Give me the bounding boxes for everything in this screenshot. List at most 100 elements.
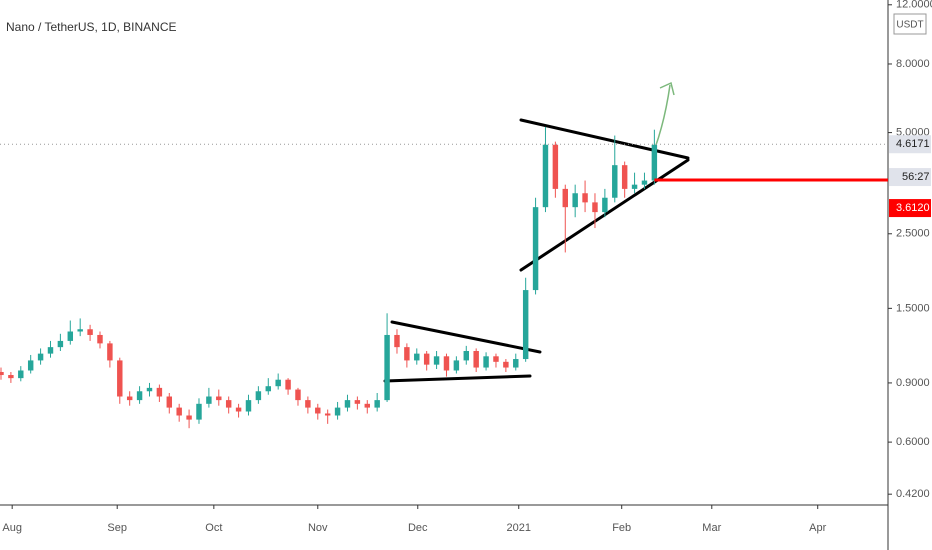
- candle-body: [97, 334, 103, 344]
- candle-body: [216, 396, 222, 401]
- candles: [0, 126, 658, 429]
- candle-body: [117, 360, 123, 397]
- candle-body: [295, 389, 301, 401]
- candle-body: [572, 193, 578, 208]
- candle-body: [612, 165, 618, 198]
- candle-body: [423, 353, 430, 365]
- y-tick-label: 0.9000: [896, 377, 930, 389]
- y-tick-label: 12.0000: [896, 0, 932, 11]
- countdown-box: [889, 168, 931, 187]
- candle-body: [374, 400, 380, 408]
- y-tick-label: 2.5000: [896, 228, 930, 240]
- candle-body: [513, 359, 519, 368]
- candle-body: [384, 334, 390, 401]
- candle-body: [315, 407, 321, 414]
- candle-body: [542, 144, 549, 208]
- candle-body: [503, 361, 509, 368]
- candle-body: [196, 403, 202, 420]
- candle-body: [602, 197, 608, 213]
- candle-body: [77, 329, 83, 332]
- candle-body: [582, 193, 588, 203]
- candle-body: [235, 407, 242, 412]
- candle-body: [532, 207, 539, 291]
- hline-price-label: 3.6120: [896, 202, 930, 214]
- candle-body: [37, 353, 44, 361]
- candle-body: [186, 415, 192, 420]
- candle-body: [47, 347, 54, 354]
- x-tick-label: 2021: [507, 522, 531, 534]
- candle-body: [107, 343, 113, 361]
- candle-body: [453, 360, 460, 371]
- candle-body: [146, 387, 153, 392]
- last-price-box: [889, 135, 931, 154]
- candle-body: [27, 360, 34, 371]
- candle-body: [87, 329, 93, 335]
- candle-body: [483, 356, 489, 368]
- candle-body: [324, 413, 331, 416]
- candle-body: [433, 356, 440, 365]
- candle-body: [562, 188, 568, 208]
- countdown: 56:27: [902, 171, 930, 183]
- chart-title: Nano / TetherUS, 1D, BINANCE: [6, 20, 177, 34]
- candle-body: [285, 379, 291, 390]
- candle-body: [245, 400, 252, 412]
- x-tick-label: Feb: [612, 522, 631, 534]
- currency-label: USDT: [896, 20, 923, 31]
- arrow-shaft: [654, 84, 671, 149]
- trend-line: [519, 118, 690, 160]
- candle-body: [631, 184, 638, 189]
- candle-body: [206, 396, 212, 404]
- candle-body: [641, 180, 648, 185]
- candle-body: [67, 331, 74, 341]
- x-tick-label: Mar: [702, 522, 721, 534]
- candle-body: [0, 371, 4, 376]
- x-tick-label: Dec: [408, 522, 428, 534]
- candle-body: [443, 356, 450, 371]
- candle-body: [394, 334, 400, 348]
- candle-body: [166, 396, 173, 408]
- candle-body: [265, 386, 272, 392]
- candle-body: [552, 144, 559, 189]
- x-tick-label: Apr: [809, 522, 826, 534]
- candle-body: [463, 350, 469, 361]
- candle-body: [334, 407, 341, 416]
- trend-line: [390, 320, 542, 354]
- trend-line: [383, 374, 532, 383]
- candle-body: [354, 400, 361, 404]
- candle-body: [275, 379, 281, 387]
- x-tick-label: Oct: [205, 522, 222, 534]
- x-tick-label: Nov: [308, 522, 328, 534]
- candle-body: [8, 375, 14, 379]
- candle-body: [344, 400, 351, 408]
- currency-box: [893, 13, 927, 35]
- candle-body: [364, 403, 370, 408]
- arrow: [654, 81, 675, 149]
- candle-body: [57, 340, 64, 348]
- candle-body: [176, 407, 182, 416]
- y-tick-label: 1.5000: [896, 302, 930, 314]
- candle-body: [225, 400, 232, 408]
- candle-body: [592, 202, 598, 213]
- candle-body: [493, 356, 499, 362]
- y-tick-label: 8.0000: [896, 58, 930, 70]
- last-price-label: 4.6171: [896, 138, 930, 150]
- y-tick-label: 0.4200: [896, 488, 930, 500]
- candle-body: [126, 396, 133, 401]
- x-tick-label: Sep: [107, 522, 127, 534]
- candle-body: [305, 400, 311, 408]
- candle-body: [473, 350, 479, 368]
- hline-price-box: [889, 199, 931, 218]
- candle-body: [156, 387, 163, 397]
- candle-body: [651, 144, 658, 181]
- candle-body: [18, 370, 24, 379]
- arrow-head: [659, 81, 675, 96]
- candle-body: [414, 353, 420, 361]
- x-tick-label: Aug: [2, 522, 22, 534]
- y-tick-label: 0.6000: [896, 436, 930, 448]
- candle-body: [522, 290, 529, 360]
- candle-body: [404, 347, 410, 361]
- candle-body: [255, 391, 262, 401]
